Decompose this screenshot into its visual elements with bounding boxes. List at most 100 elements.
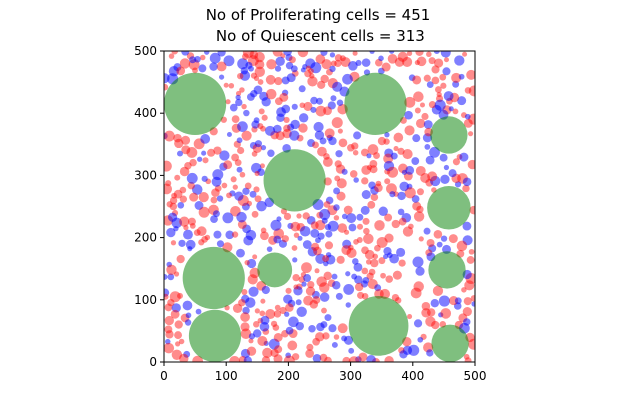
quiescent-cell xyxy=(297,235,303,241)
quiescent-cell xyxy=(295,299,302,306)
quiescent-cell xyxy=(361,58,371,67)
quiescent-cell xyxy=(312,290,320,299)
proliferating-cell xyxy=(177,292,183,299)
proliferating-cell xyxy=(184,162,192,170)
quiescent-cell xyxy=(201,175,208,182)
quiescent-cell xyxy=(240,348,251,359)
proliferating-cell xyxy=(426,308,436,317)
proliferating-cell xyxy=(433,229,443,239)
quiescent-cell xyxy=(213,210,220,218)
proliferating-cell xyxy=(201,236,209,243)
proliferating-cell xyxy=(337,323,348,334)
proliferating-cell xyxy=(165,330,174,339)
proliferating-cell xyxy=(309,300,319,309)
quiescent-cell xyxy=(296,306,307,317)
large-cell xyxy=(428,251,466,289)
proliferating-cell xyxy=(368,268,376,276)
quiescent-cell xyxy=(353,177,359,183)
proliferating-cell xyxy=(306,343,314,351)
quiescent-cell xyxy=(383,247,392,256)
proliferating-cell xyxy=(384,355,394,362)
quiescent-cell xyxy=(424,144,431,150)
proliferating-cell xyxy=(434,58,444,68)
proliferating-cell xyxy=(348,356,360,362)
proliferating-cell xyxy=(333,215,340,221)
proliferating-cell xyxy=(398,217,407,226)
proliferating-cell xyxy=(234,159,242,166)
proliferating-cell xyxy=(413,281,424,292)
proliferating-cell xyxy=(169,291,181,303)
quiescent-cell xyxy=(281,89,289,96)
proliferating-cell xyxy=(171,192,177,199)
proliferating-cell xyxy=(174,320,183,329)
quiescent-cell xyxy=(389,253,399,264)
quiescent-cell xyxy=(323,260,329,267)
proliferating-cell xyxy=(167,298,175,307)
proliferating-cell xyxy=(237,72,244,80)
quiescent-cell xyxy=(345,302,351,308)
proliferating-cell xyxy=(202,157,209,164)
proliferating-cell xyxy=(387,53,398,64)
quiescent-cell xyxy=(181,51,190,56)
quiescent-cell xyxy=(454,55,465,66)
quiescent-cell xyxy=(273,124,282,134)
quiescent-cell xyxy=(299,225,311,237)
proliferating-cell xyxy=(468,85,475,97)
proliferating-cell xyxy=(237,146,245,155)
y-tick-label: 100 xyxy=(134,293,157,307)
quiescent-cell xyxy=(426,349,434,357)
quiescent-cell xyxy=(245,61,253,69)
proliferating-cell xyxy=(383,153,394,164)
proliferating-cell xyxy=(176,66,186,76)
quiescent-cell xyxy=(388,51,395,54)
proliferating-cell xyxy=(174,331,183,340)
quiescent-cell xyxy=(246,93,255,101)
quiescent-cell xyxy=(302,64,308,70)
large-cell xyxy=(164,72,227,135)
proliferating-cell xyxy=(254,195,262,203)
proliferating-cell xyxy=(279,92,289,102)
proliferating-cell xyxy=(270,320,278,327)
proliferating-cell xyxy=(285,303,294,312)
proliferating-cell xyxy=(179,58,191,69)
proliferating-cell xyxy=(261,356,271,362)
proliferating-cell xyxy=(402,226,414,237)
proliferating-cell xyxy=(370,193,379,201)
proliferating-cell xyxy=(189,223,196,229)
quiescent-cell xyxy=(426,81,434,89)
proliferating-cell xyxy=(281,235,289,243)
quiescent-cell xyxy=(211,176,222,187)
proliferating-cell xyxy=(336,191,346,201)
proliferating-cell xyxy=(391,219,400,229)
quiescent-cell xyxy=(267,149,275,157)
proliferating-cell xyxy=(467,131,474,137)
quiescent-cell xyxy=(213,230,222,239)
quiescent-cell xyxy=(341,213,348,220)
proliferating-cell xyxy=(367,200,376,209)
quiescent-cell xyxy=(430,175,441,187)
proliferating-cell xyxy=(431,76,440,85)
proliferating-cell xyxy=(253,321,260,328)
quiescent-cell xyxy=(186,172,198,184)
quiescent-cell xyxy=(164,274,168,280)
quiescent-cell xyxy=(439,153,448,162)
quiescent-cell xyxy=(216,195,224,202)
quiescent-cell xyxy=(327,101,336,110)
proliferating-cell xyxy=(176,254,185,264)
quiescent-cell xyxy=(360,205,370,215)
proliferating-cell xyxy=(169,202,178,211)
proliferating-cell xyxy=(164,160,172,172)
proliferating-cell xyxy=(384,178,391,185)
proliferating-cell xyxy=(241,103,247,110)
proliferating-cell xyxy=(249,51,259,60)
proliferating-cell xyxy=(192,67,198,74)
quiescent-cell xyxy=(471,301,475,307)
proliferating-cell xyxy=(404,96,416,108)
proliferating-cell xyxy=(380,272,386,279)
proliferating-cell xyxy=(257,123,264,130)
quiescent-cell xyxy=(229,190,236,197)
quiescent-cell xyxy=(336,99,344,106)
quiescent-cell xyxy=(167,212,178,222)
quiescent-cell xyxy=(237,121,248,132)
proliferating-cell xyxy=(257,335,268,346)
